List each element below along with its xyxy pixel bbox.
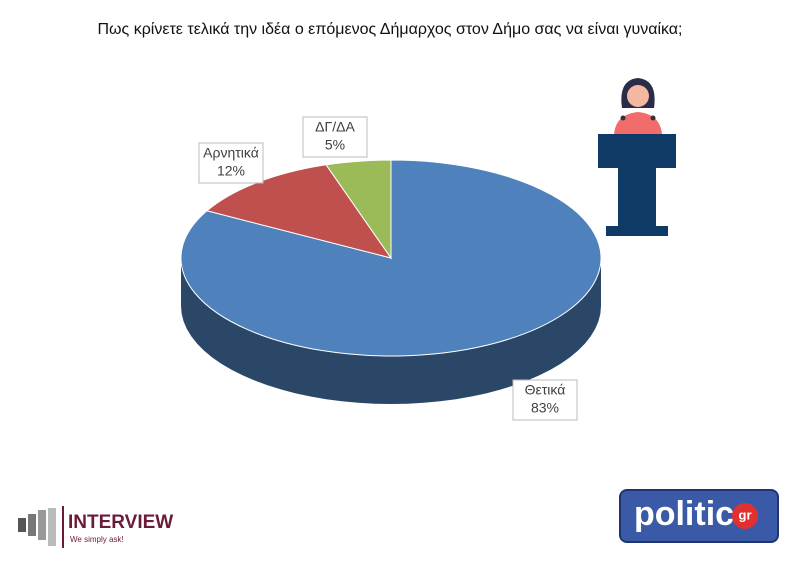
interview-text: INTERVIEW — [68, 512, 173, 533]
label-box — [512, 379, 578, 421]
labels: Θετικά 83% Αρνητικά 12% ΔΓ/ΔΑ 5% — [198, 116, 578, 421]
label-box — [302, 116, 368, 158]
slice-label: Θετικά — [525, 382, 566, 398]
slice-side — [181, 258, 601, 404]
politic-text: politic — [634, 495, 734, 533]
politic-suffix: gr — [739, 507, 752, 522]
slice — [325, 159, 392, 260]
value-label: 12% — [217, 163, 245, 179]
value-label: 83% — [531, 400, 559, 416]
interview-tagline: We simply ask! — [70, 535, 124, 544]
podium-icon — [598, 78, 676, 236]
slice-label: Αρνητικά — [203, 145, 259, 161]
chart-title: Πως κρίνετε τελικά την ιδέα ο επόμενος Δ… — [97, 21, 682, 38]
politic-logo: politic gr — [619, 489, 779, 543]
slice-label: ΔΓ/ΔΑ — [315, 119, 355, 135]
pie — [180, 159, 602, 404]
label-box — [198, 142, 264, 184]
interview-logo: INTERVIEW We simply ask! — [18, 506, 173, 548]
value-label: 5% — [325, 137, 345, 153]
